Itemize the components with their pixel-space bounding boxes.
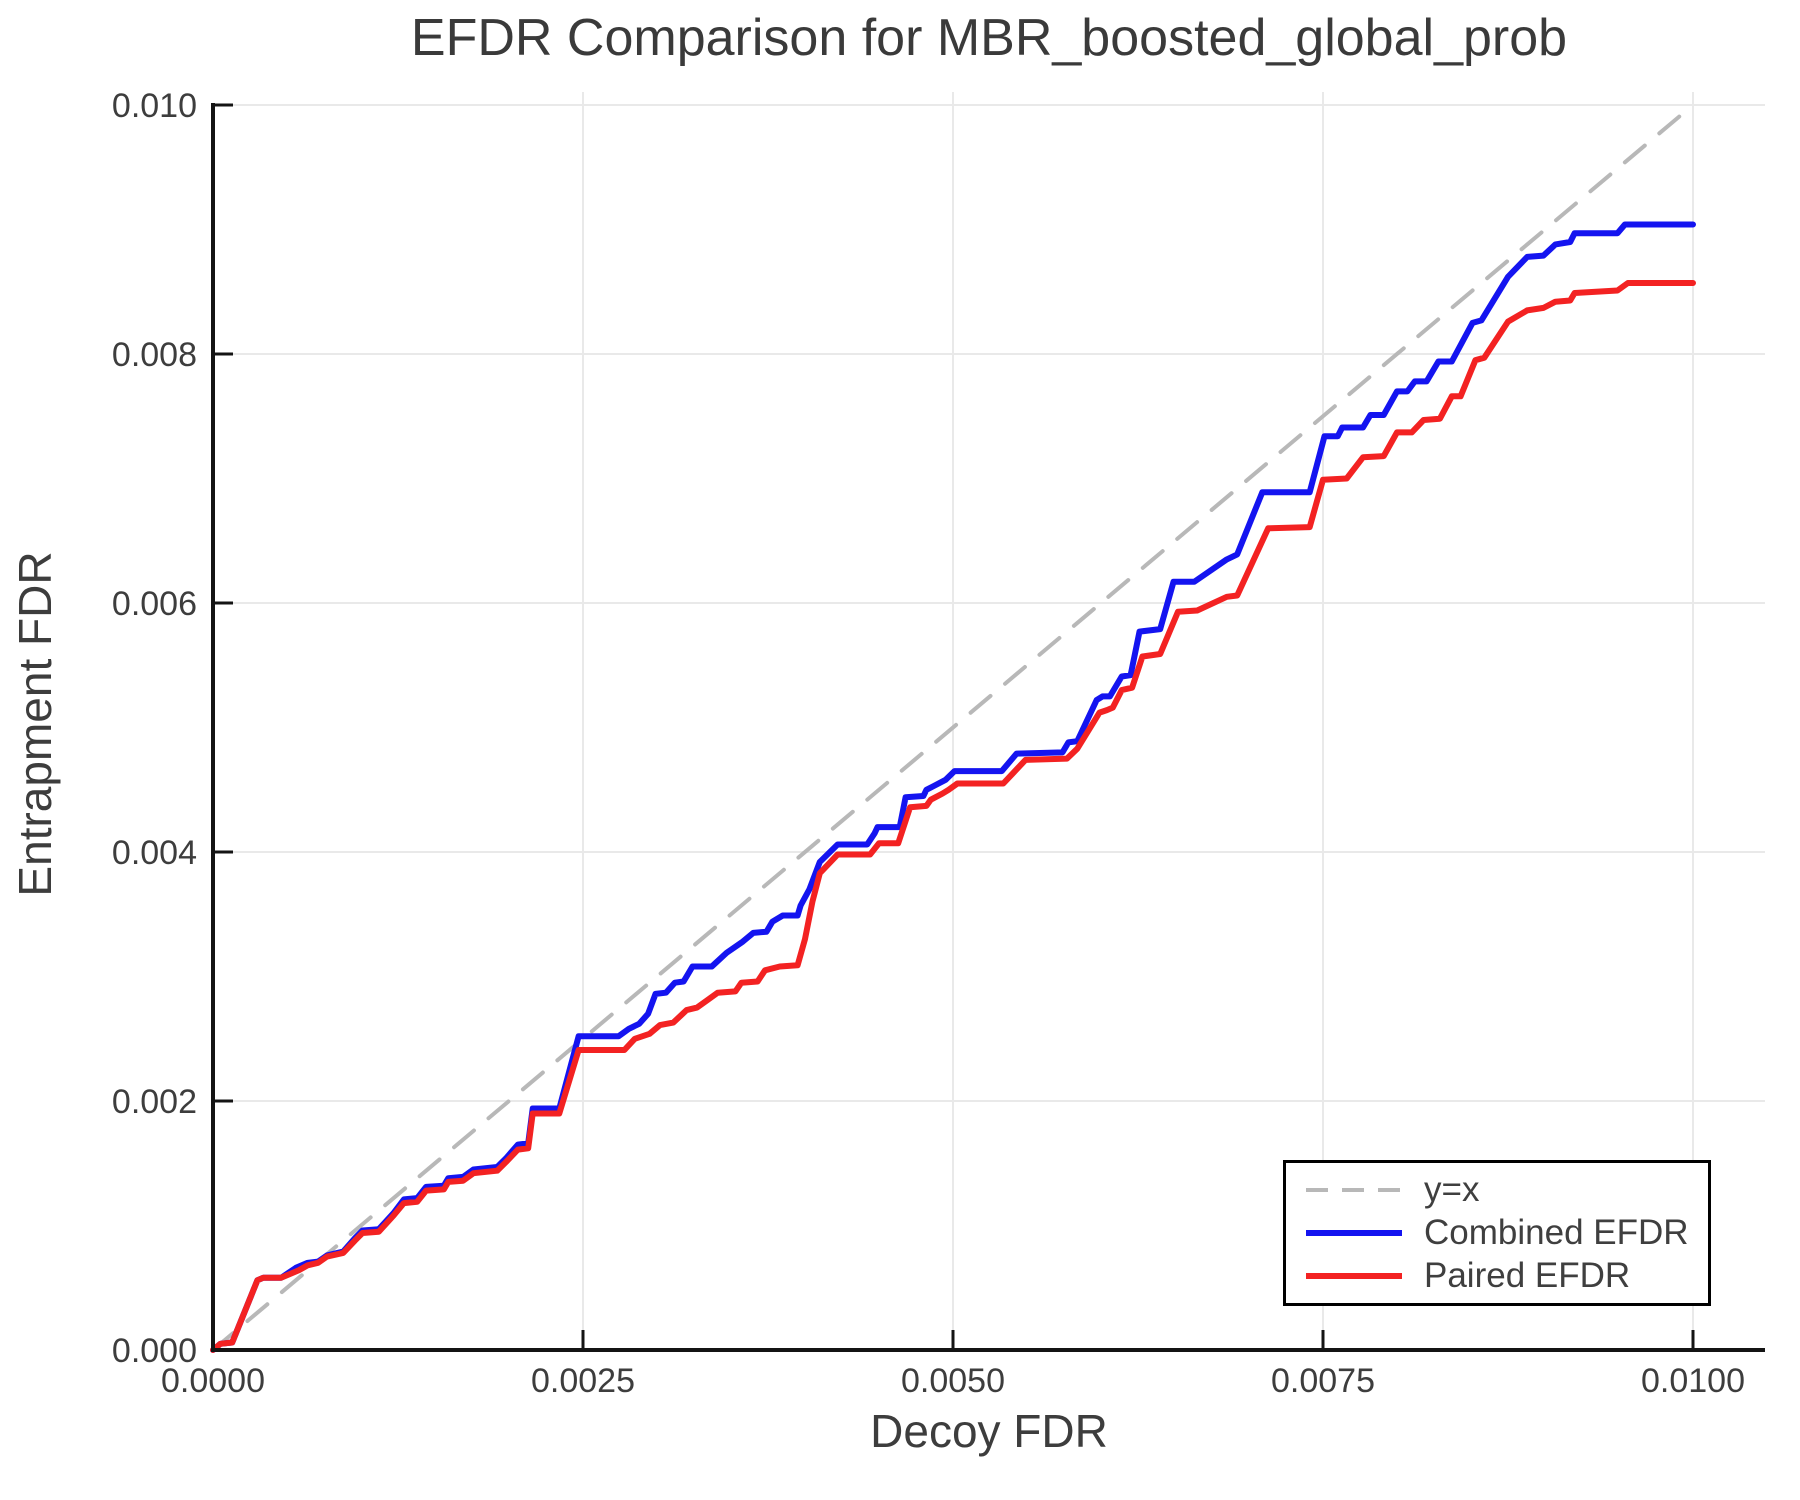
- red-line-icon: [1306, 1273, 1402, 1279]
- svg-text:0.0050: 0.0050: [901, 1362, 1005, 1400]
- page-title: EFDR Comparison for MBR_boosted_global_p…: [410, 9, 1568, 67]
- svg-text:0.006: 0.006: [112, 585, 197, 623]
- svg-text:0.0000: 0.0000: [161, 1362, 265, 1400]
- legend-label: Combined EFDR: [1424, 1213, 1689, 1252]
- y-axis-label: Entrapment FDR: [9, 551, 61, 897]
- legend-label: y=x: [1424, 1170, 1480, 1209]
- svg-text:0.0075: 0.0075: [1271, 1362, 1375, 1400]
- svg-text:0.002: 0.002: [112, 1083, 197, 1121]
- legend-item-yx: y=x: [1304, 1169, 1708, 1212]
- x-axis-label: Decoy FDR: [870, 1405, 1108, 1457]
- svg-text:0.000: 0.000: [112, 1332, 197, 1370]
- svg-text:0.010: 0.010: [112, 87, 197, 125]
- legend-item-paired: Paired EFDR: [1304, 1255, 1708, 1298]
- svg-text:0.004: 0.004: [112, 834, 197, 872]
- svg-text:0.0100: 0.0100: [1641, 1362, 1745, 1400]
- legend-item-combined: Combined EFDR: [1304, 1212, 1708, 1255]
- dashed-line-icon: [1306, 1188, 1402, 1192]
- legend-label: Paired EFDR: [1424, 1256, 1631, 1295]
- svg-text:0.008: 0.008: [112, 336, 197, 374]
- blue-line-icon: [1306, 1230, 1402, 1236]
- svg-text:0.0025: 0.0025: [531, 1362, 635, 1400]
- legend: y=x Combined EFDR Paired EFDR: [1283, 1160, 1711, 1306]
